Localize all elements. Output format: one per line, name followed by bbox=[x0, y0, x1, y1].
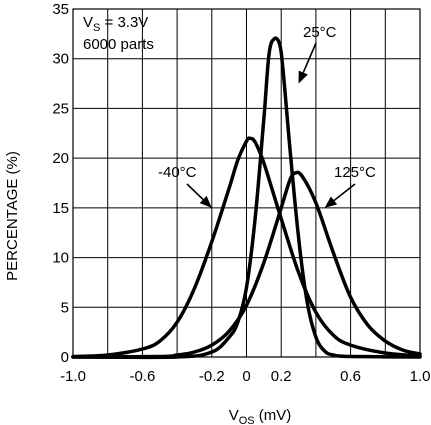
supply-voltage-value: = 3.3V bbox=[100, 14, 148, 31]
supply-voltage-note: VS = 3.3V bbox=[83, 14, 148, 34]
annotation-arrows bbox=[186, 42, 356, 208]
x-tick-labels: -1.0 -0.6 -0.2 0 0.2 0.6 1.0 bbox=[60, 368, 430, 385]
plot-frame bbox=[72, 8, 421, 358]
x-tick-label: -1.0 bbox=[60, 368, 86, 385]
y-tick-label: 5 bbox=[61, 299, 69, 316]
y-tick-label: 25 bbox=[52, 100, 69, 117]
series-label-25c: 25°C bbox=[303, 24, 337, 41]
y-tick-label: 20 bbox=[52, 150, 69, 167]
arrow-shaft-0 bbox=[302, 42, 317, 73]
supply-voltage-subscript: S bbox=[93, 22, 100, 34]
x-tick-label: 1.0 bbox=[410, 368, 431, 385]
x-tick-label: 0.2 bbox=[271, 368, 292, 385]
x-tick-label: 0 bbox=[242, 368, 250, 385]
x-axis-label-main: V bbox=[229, 407, 239, 424]
x-tick-label: -0.6 bbox=[129, 368, 155, 385]
arrow-head-2 bbox=[324, 196, 338, 208]
x-tick-label: -0.2 bbox=[199, 368, 225, 385]
x-tick-label: 0.6 bbox=[340, 368, 361, 385]
series-label-125c: 125°C bbox=[334, 164, 376, 181]
y-tick-label: 10 bbox=[52, 250, 69, 267]
y-axis-label: PERCENTAGE (%) bbox=[4, 151, 21, 281]
parts-count-note: 6000 parts bbox=[83, 36, 154, 53]
arrow-head-0 bbox=[298, 70, 308, 84]
x-axis-label-unit: (mV) bbox=[255, 407, 292, 424]
series-label-minus40c: -40°C bbox=[158, 164, 197, 181]
arrow-shaft-2 bbox=[333, 183, 356, 202]
curve-2 bbox=[71, 170, 422, 359]
curve-0 bbox=[71, 136, 422, 359]
y-tick-label: 0 bbox=[61, 349, 69, 366]
curve-1 bbox=[71, 36, 422, 360]
y-tick-label: 35 bbox=[52, 1, 69, 18]
supply-voltage-main: V bbox=[83, 14, 93, 31]
arrow-head-1 bbox=[199, 195, 212, 208]
x-axis-label-subscript: OS bbox=[239, 415, 255, 425]
y-tick-label: 30 bbox=[52, 51, 69, 68]
y-tick-labels: 0 5 10 15 20 25 30 35 bbox=[52, 1, 69, 366]
x-axis-label: VOS (mV) bbox=[229, 407, 292, 425]
arrow-shaft-1 bbox=[186, 183, 204, 201]
curves-group bbox=[71, 36, 422, 360]
y-tick-label: 15 bbox=[52, 200, 69, 217]
